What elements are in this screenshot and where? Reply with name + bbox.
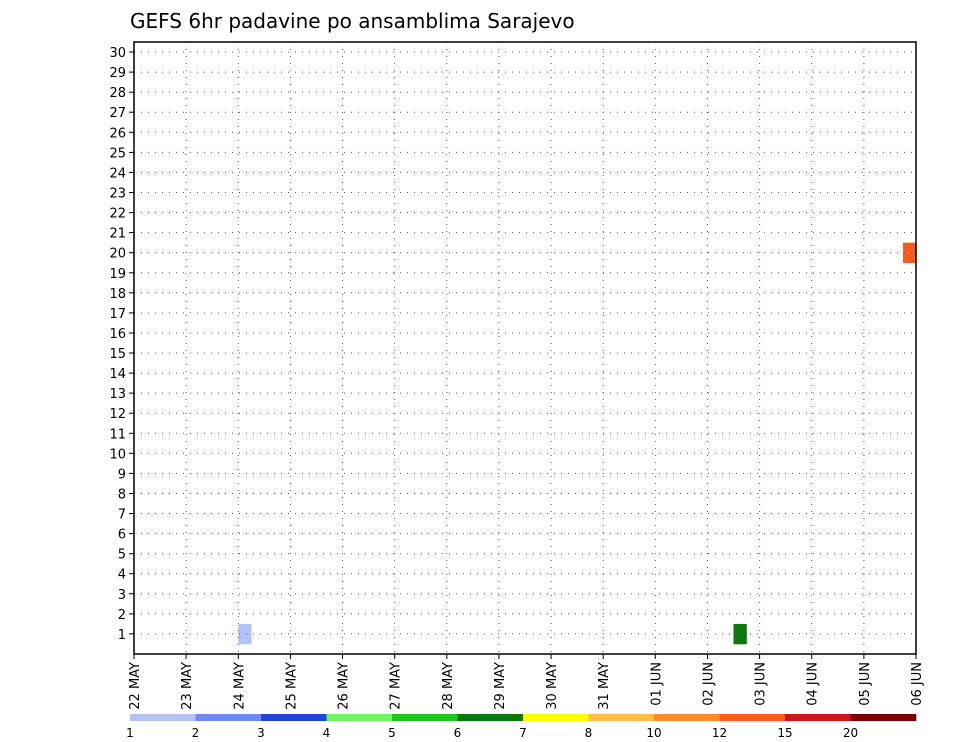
y-tick-label: 14 (109, 367, 126, 382)
colorbar-segment (261, 714, 327, 721)
y-tick-label: 13 (109, 387, 126, 402)
colorbar-label: 15 (777, 726, 792, 740)
colorbar-segment (523, 714, 589, 721)
colorbar-label: 12 (712, 726, 727, 740)
colorbar-label: 2 (192, 726, 200, 740)
y-tick-label: 11 (109, 427, 126, 442)
y-tick-label: 9 (118, 467, 126, 482)
y-tick-label: 8 (118, 488, 126, 503)
grid-layer (133, 42, 917, 654)
y-tick-label: 25 (109, 146, 126, 161)
colorbar-segment (457, 714, 524, 721)
y-tick-label: 19 (109, 267, 126, 282)
colorbar-label: 10 (646, 726, 661, 740)
x-tick-label: 25 MAY (284, 662, 299, 710)
x-tick-label: 27 MAY (389, 662, 404, 710)
x-tick-label: 02 JUN (702, 662, 717, 706)
y-tick-label: 4 (118, 568, 126, 583)
colorbar-segment (326, 714, 393, 721)
colorbar-segment (130, 714, 196, 721)
colorbar-label: 5 (388, 726, 396, 740)
y-tick-label: 10 (109, 447, 126, 462)
colorbar-label: 8 (585, 726, 593, 740)
y-tick-label: 3 (118, 588, 126, 603)
y-tick-label: 18 (109, 287, 126, 302)
y-tick-label: 28 (109, 86, 126, 101)
y-tick-label: 12 (109, 407, 126, 422)
y-tick-label: 5 (118, 548, 126, 563)
colorbar-segment (785, 714, 851, 721)
y-tick-label: 2 (118, 608, 126, 623)
y-tick-label: 26 (109, 126, 126, 141)
colorbar-label: 3 (257, 726, 265, 740)
chart-title: GEFS 6hr padavine po ansamblima Sarajevo (130, 9, 575, 33)
colorbar-segment (588, 714, 655, 721)
y-tick-label: 16 (109, 327, 126, 342)
x-tick-label: 04 JUN (806, 662, 821, 706)
colorbar-segment (850, 714, 917, 721)
colorbar-label: 6 (454, 726, 462, 740)
colorbar-label: 4 (323, 726, 331, 740)
y-tick-label: 15 (109, 347, 126, 362)
y-tick-label: 23 (109, 187, 126, 202)
x-tick-label: 23 MAY (180, 662, 195, 710)
colorbar-segment (392, 714, 458, 721)
y-tick-label: 30 (109, 46, 126, 61)
colorbar: 1 2 3 4 5 6 7 8 10 12 15 20 (126, 714, 917, 740)
x-tick-label: 29 MAY (493, 662, 508, 710)
y-tick-label: 17 (109, 307, 126, 322)
plot-frame (133, 41, 917, 655)
colorbar-label: 20 (843, 726, 858, 740)
y-tick-label: 21 (109, 227, 126, 242)
x-tick-label: 26 MAY (337, 662, 352, 710)
x-tick-label: 28 MAY (441, 662, 456, 710)
colorbar-segment (195, 714, 262, 721)
colorbar-label: 1 (126, 726, 134, 740)
y-tick-label: 24 (109, 166, 126, 181)
cell-member-20-t59 (903, 242, 917, 264)
y-tick-label: 27 (109, 106, 126, 121)
y-tick-label: 1 (118, 628, 126, 643)
colorbar-label: 7 (519, 726, 527, 740)
y-tick-label: 22 (109, 207, 126, 222)
cell-member-1-t8 (238, 623, 252, 645)
y-tick-label: 6 (118, 528, 126, 543)
y-tick-label: 20 (109, 247, 126, 262)
x-tick-label: 31 MAY (597, 662, 612, 710)
cell-layer (238, 242, 917, 645)
x-tick-label: 01 JUN (649, 662, 664, 706)
x-tick-label: 05 JUN (858, 662, 873, 706)
x-tick-label: 24 MAY (232, 662, 247, 710)
cell-member-1-t46 (733, 623, 747, 645)
y-tick-label: 7 (118, 508, 126, 523)
x-tick-label: 30 MAY (545, 662, 560, 710)
colorbar-segment (719, 714, 786, 721)
colorbar-segment (654, 714, 720, 721)
y-axis: 1234567891011121314151617181920212223242… (109, 46, 134, 643)
x-tick-label: 03 JUN (754, 662, 769, 706)
x-tick-label: 22 MAY (128, 662, 143, 710)
x-axis: 22 MAY 23 MAY 24 MAY 25 MAY 26 MAY 27 MAY 28 M… (128, 654, 925, 710)
y-tick-label: 29 (109, 66, 126, 81)
x-tick-label: 06 JUN (910, 662, 925, 706)
